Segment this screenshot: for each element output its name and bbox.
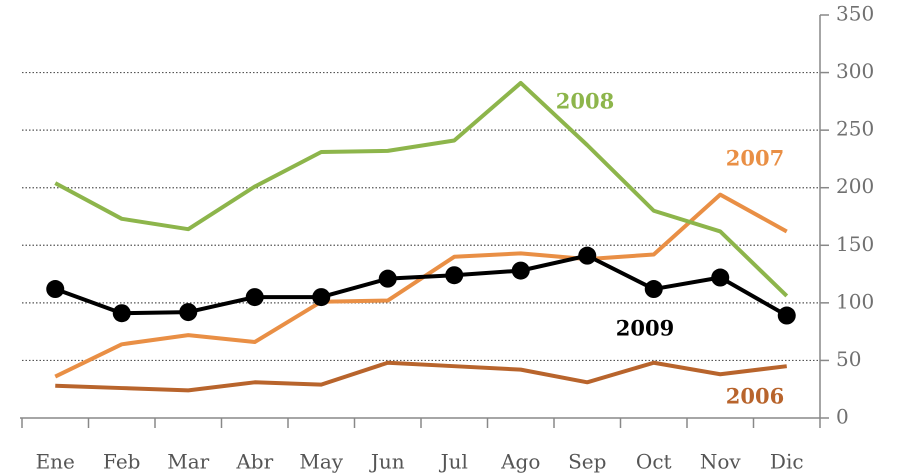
series-marker — [511, 261, 530, 280]
x-tick-label: Jun — [369, 450, 405, 474]
series-line — [55, 360, 787, 393]
y-tick-label: 0 — [836, 405, 849, 429]
x-tick-label: Nov — [700, 450, 742, 474]
x-tick-label: May — [299, 450, 343, 474]
series-line — [54, 80, 789, 298]
series-marker — [312, 288, 331, 307]
y-tick-label: 150 — [836, 232, 874, 256]
y-tick-label: 250 — [836, 117, 874, 141]
series-marker — [378, 269, 397, 288]
series-label: 2006 — [726, 384, 784, 409]
x-tick-label: Abr — [235, 450, 273, 474]
series-marker — [245, 288, 264, 307]
y-tick-label: 200 — [836, 174, 874, 198]
y-tick-label: 350 — [836, 2, 874, 26]
x-tick-label: Sep — [568, 450, 606, 474]
series-marker — [445, 266, 464, 285]
y-tick-label: 100 — [836, 289, 874, 313]
y-tick-label: 300 — [836, 59, 874, 83]
series-label: 2007 — [726, 146, 784, 171]
series-marker — [112, 304, 131, 323]
x-tick-label: Oct — [636, 450, 672, 474]
x-tick-label: Jul — [439, 450, 468, 474]
series-marker — [578, 246, 597, 265]
series-line — [54, 253, 788, 318]
x-tick-label: Ene — [36, 450, 75, 474]
x-tick-label: Mar — [167, 450, 209, 474]
series-label: 2008 — [556, 89, 614, 114]
series-marker — [179, 303, 198, 322]
series-label: 2009 — [616, 316, 674, 341]
series-marker — [777, 306, 796, 325]
series-marker — [644, 280, 663, 299]
x-tick-label: Ago — [500, 450, 540, 474]
x-tick-label: Dic — [770, 450, 804, 474]
x-tick-label: Feb — [103, 450, 140, 474]
y-tick-label: 50 — [836, 347, 861, 371]
series-marker — [711, 268, 730, 287]
series-marker — [46, 280, 65, 299]
